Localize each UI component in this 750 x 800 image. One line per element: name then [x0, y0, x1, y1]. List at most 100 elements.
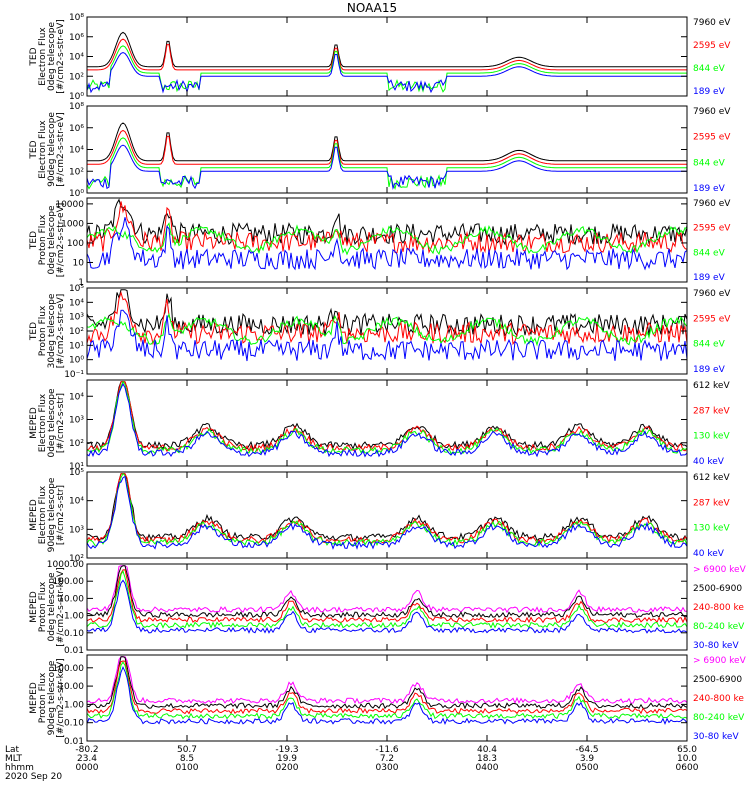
legend-entry: 7960 eV	[693, 18, 731, 28]
series-line-287-kev	[86, 381, 688, 453]
series-line-189-ev	[86, 217, 688, 271]
y-tick-label: 1	[78, 278, 84, 288]
legend-entry: 287 keV	[693, 498, 730, 508]
footer-value: 40.4	[477, 745, 497, 755]
series-line-2500-6900	[86, 565, 688, 619]
legend-entry: 7960 eV	[693, 199, 731, 209]
y-axis-label: Electron Flux	[38, 120, 48, 179]
plot-title: NOAA15	[347, 1, 397, 15]
y-tick-label: 10⁵	[69, 284, 84, 294]
y-tick-label: 10⁸	[69, 102, 84, 112]
footer-value: 65.0	[677, 745, 697, 755]
footer-value: -80.2	[75, 745, 98, 755]
y-tick-label: 100	[67, 239, 84, 249]
series-line--6900-kev	[86, 565, 687, 614]
footer-value: 7.2	[380, 754, 394, 764]
y-axis-label: [#/cm2-s-str-keV]	[56, 567, 66, 646]
legend-entry: 189 eV	[693, 87, 726, 97]
y-tick-label: 10000	[55, 200, 84, 210]
y-tick-label: 10.00	[58, 594, 84, 604]
y-axis-label: Electron Flux	[38, 393, 48, 452]
footer-row-label: MLT	[5, 754, 23, 764]
y-tick-label: 10	[73, 258, 85, 268]
series-line-240-800-ke	[86, 569, 688, 624]
footer-value: 10.0	[677, 754, 697, 764]
y-tick-label: 1.00	[64, 700, 84, 710]
y-tick-label: 10⁴	[69, 53, 84, 63]
footer-value: -11.6	[375, 745, 399, 755]
series-line-7960-ev	[87, 31, 687, 68]
panel-1: 10⁰ 10² 10⁴ 10⁶ 10⁸ TED Electron Flux 0deg tele…	[29, 13, 731, 102]
legend-entry: 30-80 keV	[693, 641, 739, 651]
series-line-844-ev	[86, 312, 688, 347]
series-line--6900-kev	[86, 656, 688, 705]
legend-entry: 7960 eV	[693, 107, 731, 117]
panel-2: 10⁰ 10² 10⁴ 10⁶ 10⁸ TED Electron Flux 90deg tel…	[29, 102, 731, 199]
y-tick-label: 10³	[69, 525, 84, 535]
series-line-80-240-kev	[86, 661, 688, 720]
panel-5: 10¹ 10² 10³ 10⁴ MEPED Electron Flux 0deg teles…	[29, 379, 730, 472]
y-tick-label: 1.00	[64, 612, 84, 622]
legend-entry: 612 keV	[693, 381, 730, 391]
y-tick-label: 0.01	[64, 737, 84, 747]
y-tick-label: 10⁴	[69, 298, 84, 308]
y-tick-label: 10⁴	[69, 392, 84, 402]
legend-entry: 40 keV	[693, 457, 725, 467]
plot-date: 2020 Sep 20	[5, 772, 62, 782]
y-tick-label: 0.10	[64, 719, 84, 729]
footer-value: 50.7	[177, 745, 197, 755]
series-line-30-80-kev	[86, 579, 688, 634]
y-axis-label: [#/cm2-s-str]	[56, 393, 66, 453]
y-axis-label: MEPED	[29, 591, 39, 623]
legend-entry: 7960 eV	[693, 289, 731, 299]
footer-value: 19.9	[277, 754, 297, 764]
y-tick-label: 10³	[69, 416, 84, 426]
y-tick-label: 10²	[69, 167, 84, 177]
legend-entry: 130 keV	[693, 524, 730, 534]
legend-entry: 80-240 keV	[693, 713, 745, 723]
y-axis-label: TED	[29, 322, 39, 341]
legend-entry: 2595 eV	[693, 314, 731, 324]
y-tick-label: 10.00	[58, 682, 84, 692]
series-line-30-80-kev	[86, 665, 688, 726]
y-axis-label: TED	[29, 231, 39, 250]
y-tick-label: 10⁰	[69, 189, 84, 199]
legend-entry: 30-80 keV	[693, 732, 739, 742]
y-tick-label: 100.00	[53, 577, 85, 587]
legend-entry: 2500-6900	[693, 584, 742, 594]
y-tick-label: 10²	[69, 439, 84, 449]
series-line-2595-ev	[87, 38, 687, 71]
y-tick-label: 1000.00	[47, 560, 84, 570]
series-line-130-kev	[86, 472, 688, 547]
y-tick-label: 10⁴	[69, 146, 84, 156]
y-axis-label: [#/cm2-s-str-keV]	[56, 658, 66, 737]
series-line-2500-6900	[86, 656, 688, 710]
legend-entry: 844 eV	[693, 340, 726, 350]
y-axis-label: Proton Flux	[38, 214, 48, 265]
legend-entry: 240-800 ke	[693, 603, 744, 613]
y-axis-label: 30deg telescope	[47, 293, 57, 368]
legend-entry: 2595 eV	[693, 133, 731, 143]
panel-4: 10⁻¹ 10⁰ 10¹ 10² 10³ 10⁴ 10⁵ TED Proton Flux 30de…	[29, 284, 731, 380]
legend-entry: 844 eV	[693, 248, 726, 258]
series-line-2595-ev	[87, 129, 687, 165]
legend-entry: 2595 eV	[693, 224, 731, 234]
legend-entry: 130 keV	[693, 432, 730, 442]
series-line-612-kev	[86, 473, 688, 542]
footer-value: 0000	[76, 763, 99, 773]
y-axis-label: Electron Flux	[38, 485, 48, 544]
y-axis-label: [#/cm2-s-str]	[56, 485, 66, 545]
y-axis-label: [#/cm2-s-str-eV]	[56, 112, 66, 187]
legend-entry: > 6900 keV	[693, 656, 747, 666]
y-axis-label: [#/cm2-s-str-eV]	[56, 203, 66, 278]
y-tick-label: 100.00	[53, 664, 85, 674]
y-tick-label: 10³	[69, 313, 84, 323]
y-axis-label: MEPED	[29, 499, 39, 531]
y-axis-label: 0deg telescope	[47, 22, 57, 92]
series-line-40-kev	[86, 382, 688, 458]
legend-entry: 2595 eV	[693, 41, 731, 51]
y-tick-label: 10⁻¹	[64, 370, 84, 380]
y-tick-label: 10⁸	[69, 13, 84, 23]
y-axis-label: TED	[29, 47, 39, 66]
